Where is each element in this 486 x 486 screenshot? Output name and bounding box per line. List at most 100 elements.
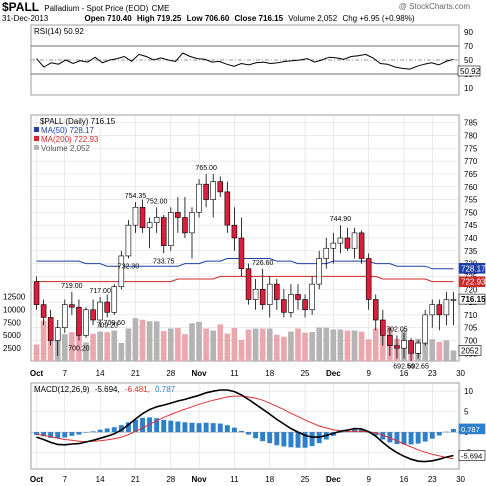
rsi-tick-label: 70 xyxy=(464,42,473,51)
candle-body xyxy=(189,212,195,234)
volume-bar xyxy=(281,336,287,361)
candle-body xyxy=(231,224,238,239)
price-annotation: 692.65 xyxy=(407,363,429,370)
rsi-axis-ticks: 9070503010 xyxy=(464,28,473,93)
volume-bar xyxy=(429,339,436,361)
candle-body xyxy=(408,340,414,354)
change-label: Chg xyxy=(342,14,358,23)
macd-histogram-bar xyxy=(246,432,252,435)
volume-bar xyxy=(146,321,153,361)
candle-body xyxy=(69,304,75,308)
candle-body xyxy=(380,319,386,336)
volume-bar xyxy=(245,329,252,361)
volume-bar xyxy=(443,340,450,361)
price-tick-label: 740 xyxy=(464,234,478,243)
candle-body xyxy=(365,258,372,300)
date-axis-label: 16 xyxy=(400,369,409,378)
volume-tick-label: 2500 xyxy=(3,344,21,353)
open-label: Open xyxy=(84,14,105,23)
volume-bar xyxy=(97,331,103,361)
volume-axis-ticks: 12500 10000 7500 5000 2500 xyxy=(3,292,26,353)
volume-bar xyxy=(33,344,40,361)
macd-histogram-bar xyxy=(408,432,414,445)
macd-histogram-bar xyxy=(210,423,216,433)
date-axis-label: 18 xyxy=(265,475,274,484)
candle-body xyxy=(97,301,103,321)
low-label: Low xyxy=(186,14,203,23)
volume-bar xyxy=(153,321,160,361)
price-tag-label: 716.15 xyxy=(461,295,486,304)
macd-histogram-bar xyxy=(168,420,174,433)
macd-histogram-bar xyxy=(309,432,315,447)
volume-tick-label: 12500 xyxy=(3,292,26,301)
candle-body xyxy=(422,314,428,344)
high-label: High xyxy=(136,14,155,23)
candle-body xyxy=(217,181,224,193)
macd-histogram-bar xyxy=(253,432,259,439)
price-annotation: 700.20 xyxy=(68,346,90,353)
candle-body xyxy=(259,288,266,305)
candle-body xyxy=(351,232,358,249)
macd-histogram-bar xyxy=(161,419,167,433)
candle-body xyxy=(168,212,174,246)
volume-bar xyxy=(323,327,330,361)
candle-body xyxy=(175,212,181,218)
macd-histogram-bar xyxy=(83,432,89,433)
volume-bar xyxy=(309,332,315,361)
volume-bar xyxy=(295,328,301,361)
volume-tick-label: 7500 xyxy=(3,318,21,327)
ma50-line xyxy=(36,258,454,270)
macd-tag-label: -5.694 xyxy=(461,451,482,460)
candle-body xyxy=(316,258,322,285)
price-annotation: 709.60 xyxy=(104,320,126,327)
macd-histogram-bar xyxy=(48,432,54,438)
macd-histogram-bar xyxy=(436,432,442,436)
macd-histogram-bar xyxy=(62,432,68,438)
volume-bar xyxy=(90,333,96,361)
date-axis-label: 28 xyxy=(166,475,175,484)
price-annotation: 709.20 xyxy=(96,322,118,329)
macd-histogram-bar xyxy=(394,432,400,445)
macd-histogram-bar xyxy=(175,421,181,433)
candle-body xyxy=(281,299,287,313)
macd-histogram-bar xyxy=(217,423,223,433)
rsi-tick-label: 10 xyxy=(464,84,473,93)
rsi-gridlines xyxy=(31,45,459,75)
volume-bar xyxy=(337,329,344,361)
date-axis-label: 14 xyxy=(96,475,105,484)
volume-bar xyxy=(436,341,443,361)
volume-bar xyxy=(196,321,202,361)
ma200-legend-label: MA(200) 722.93 xyxy=(41,135,99,144)
candle-body xyxy=(54,327,61,341)
candle-body xyxy=(33,281,40,305)
price-tick-label: 770 xyxy=(464,157,478,166)
date-axis-label: 21 xyxy=(131,475,140,484)
candle-body xyxy=(111,286,118,313)
macd-tick-label: 5 xyxy=(464,408,469,417)
macd-histogram-bar xyxy=(373,432,379,436)
macd-histogram-bar xyxy=(90,431,96,433)
macd-histogram-bar xyxy=(125,422,131,433)
price-tick-label: 720 xyxy=(464,285,478,294)
price-tag-label: 728.17 xyxy=(461,264,486,273)
watermark: @ StockCharts.com xyxy=(398,2,470,11)
price-panel: 7857807757707657607557507457407357307257… xyxy=(3,114,486,371)
date-axis-label: 25 xyxy=(301,369,310,378)
candle-body xyxy=(47,317,54,341)
macd-title-line: -5.694, xyxy=(95,385,120,394)
date-axis-label: Nov xyxy=(192,369,208,378)
price-tick-label: 750 xyxy=(464,208,478,217)
date-axis-label: 7 xyxy=(63,475,68,484)
price-annotation: 702.05 xyxy=(386,326,408,333)
candle-body xyxy=(224,191,231,226)
volume-bar xyxy=(189,323,195,361)
candle-body xyxy=(372,299,379,321)
high-value: 719.25 xyxy=(156,14,182,23)
price-tag-label: 722.93 xyxy=(461,278,486,287)
date-axis-label: 30 xyxy=(456,475,465,484)
date-axis-label: 25 xyxy=(301,475,310,484)
candle-body xyxy=(274,283,280,300)
